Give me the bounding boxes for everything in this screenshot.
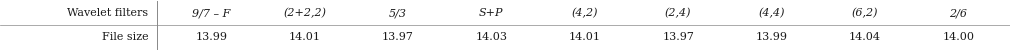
Text: (2,4): (2,4) [665, 8, 692, 18]
Text: 9/7 – F: 9/7 – F [192, 8, 230, 18]
Text: 14.01: 14.01 [289, 32, 321, 42]
Text: Wavelet filters: Wavelet filters [68, 8, 148, 18]
Text: 13.99: 13.99 [755, 32, 788, 42]
Text: 13.99: 13.99 [195, 32, 227, 42]
Text: 14.00: 14.00 [942, 32, 975, 42]
Text: (2+2,2): (2+2,2) [283, 8, 326, 18]
Text: 14.03: 14.03 [476, 32, 507, 42]
Text: 14.04: 14.04 [848, 32, 881, 42]
Text: File size: File size [102, 32, 148, 42]
Text: S+P: S+P [479, 8, 504, 18]
Text: 13.97: 13.97 [663, 32, 694, 42]
Text: 13.97: 13.97 [382, 32, 414, 42]
Text: 2/6: 2/6 [949, 8, 968, 18]
Text: (4,4): (4,4) [759, 8, 785, 18]
Text: 5/3: 5/3 [389, 8, 407, 18]
Text: 14.01: 14.01 [569, 32, 601, 42]
Text: (6,2): (6,2) [851, 8, 878, 18]
Text: (4,2): (4,2) [572, 8, 598, 18]
